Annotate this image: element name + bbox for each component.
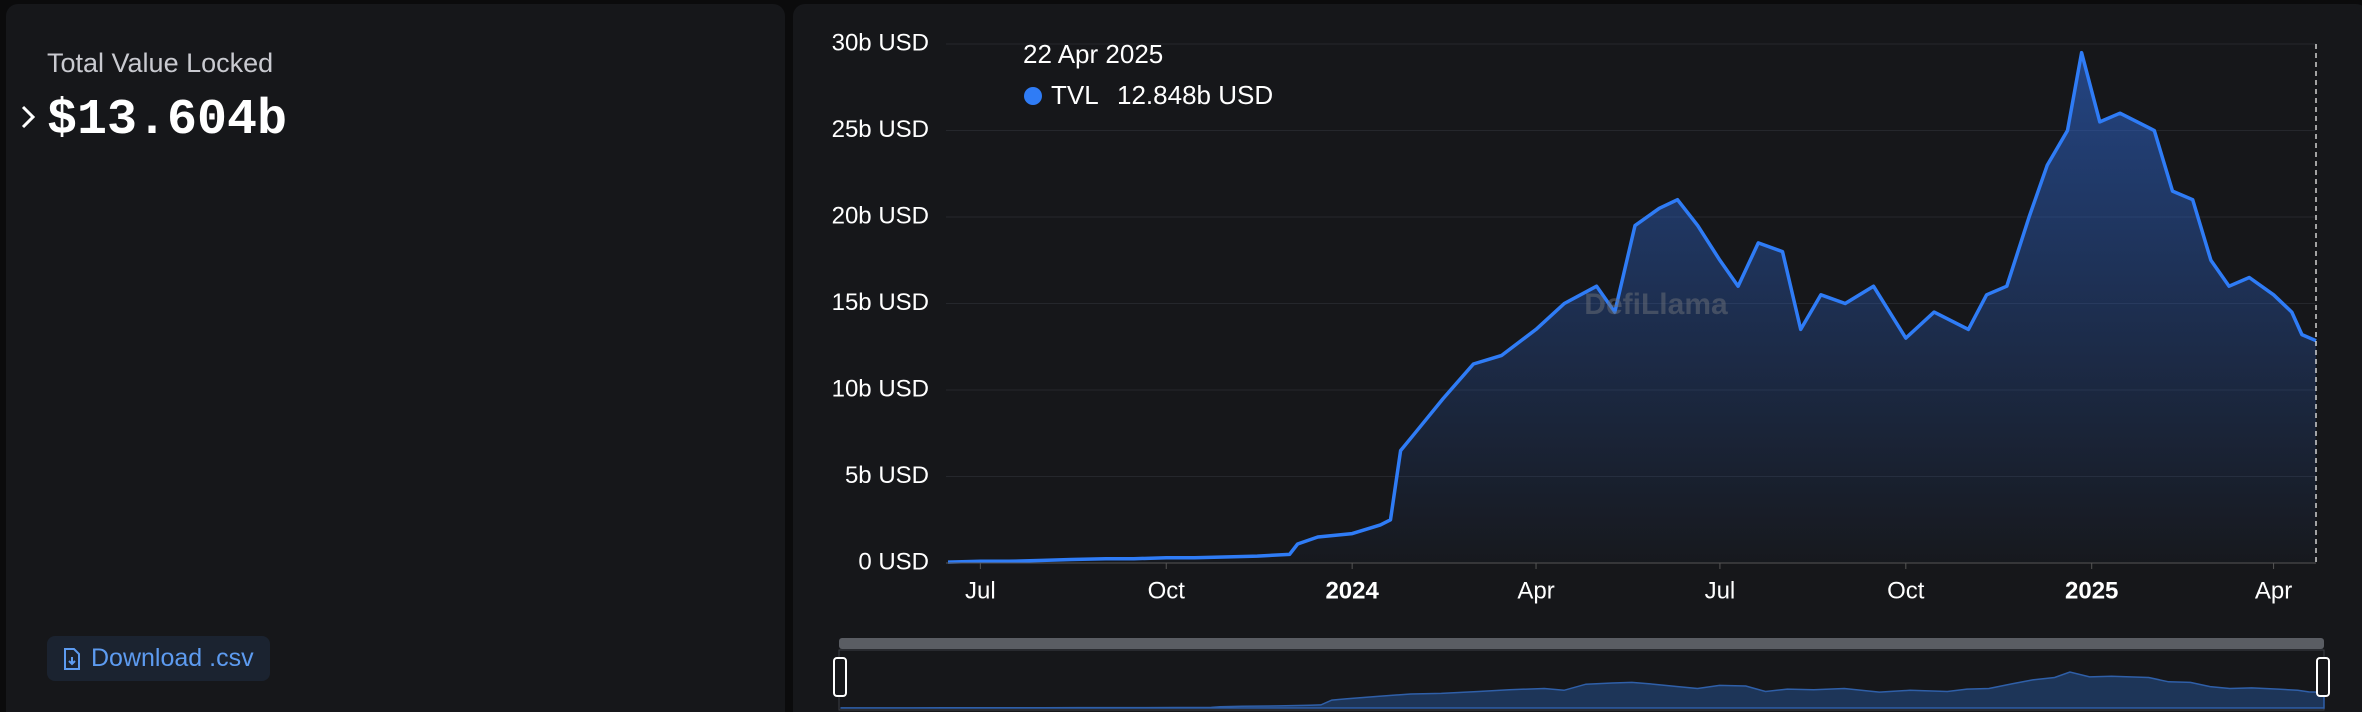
y-tick-label: 5b USD <box>845 462 929 489</box>
download-label: Download .csv <box>91 644 254 672</box>
brush-preview <box>840 671 2325 709</box>
x-tick-label: Apr <box>1517 577 1554 604</box>
tooltip-dot <box>1024 87 1042 105</box>
x-tick-label: Jul <box>965 577 996 604</box>
brush-handle-left[interactable] <box>833 657 847 697</box>
tvl-label: Total Value Locked <box>47 48 274 78</box>
x-tick-label: Jul <box>1705 577 1736 604</box>
x-tick-label: 2025 <box>2065 577 2118 604</box>
x-tick-label: Oct <box>1148 577 1186 604</box>
y-tick-label: 15b USD <box>832 289 929 316</box>
y-tick-label: 25b USD <box>832 116 929 143</box>
file-icon <box>64 647 80 670</box>
tooltip-date: 22 Apr 2025 <box>1023 39 1163 69</box>
brush-handle-right[interactable] <box>2316 657 2330 697</box>
x-tick-label: Apr <box>2255 577 2292 604</box>
expand-chevron[interactable] <box>20 104 36 130</box>
tooltip-value: 12.848b USD <box>1117 80 1273 110</box>
y-tick-label: 20b USD <box>832 202 929 229</box>
tvl-value: $13.604b <box>47 92 288 149</box>
y-tick-label: 30b USD <box>832 29 929 56</box>
x-tick-label: 2024 <box>1325 577 1379 604</box>
watermark: DefiLlama <box>1584 288 1728 321</box>
y-tick-label: 10b USD <box>832 375 929 402</box>
x-tick-label: Oct <box>1887 577 1925 604</box>
tooltip-series: TVL <box>1051 80 1099 110</box>
brush-bar[interactable] <box>839 638 2324 649</box>
area <box>948 52 2316 563</box>
download-button[interactable]: Download .csv <box>47 636 270 681</box>
summary-panel: Total Value Locked $13.604b Download .cs… <box>6 4 785 712</box>
y-tick-label: 0 USD <box>858 548 929 575</box>
line <box>947 50 2317 564</box>
